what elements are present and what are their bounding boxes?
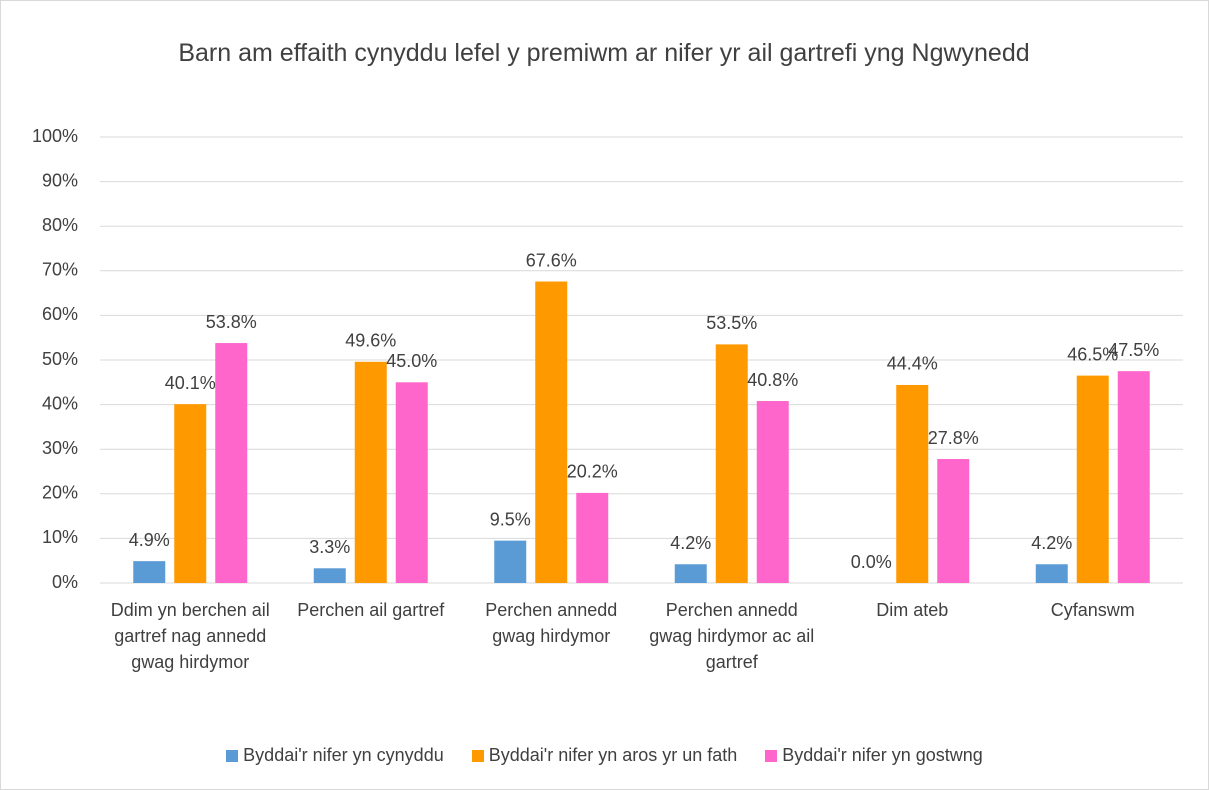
bar <box>535 281 568 583</box>
data-label: 4.2% <box>1031 533 1072 553</box>
bar <box>395 382 428 583</box>
y-tick-label: 40% <box>42 393 78 413</box>
y-tick-label: 50% <box>42 349 78 369</box>
legend-swatch <box>471 750 484 763</box>
x-tick-label: Dim ateb <box>876 600 949 620</box>
bar <box>133 561 166 583</box>
y-tick-label: 90% <box>42 170 78 190</box>
data-label: 49.6% <box>345 331 396 351</box>
y-tick-label: 10% <box>42 527 78 547</box>
bar <box>756 401 789 583</box>
data-label: 20.2% <box>567 462 618 482</box>
y-tick-label: 0% <box>52 572 78 592</box>
data-label: 27.8% <box>928 428 979 448</box>
bar <box>215 343 248 583</box>
legend: Byddai'r nifer yn cynyddu Byddai'r nifer … <box>0 745 1209 766</box>
data-label: 47.5% <box>1108 340 1159 360</box>
y-tick-label: 60% <box>42 304 78 324</box>
legend-item: Byddai'r nifer yn gostwng <box>765 745 983 766</box>
legend-swatch <box>226 750 239 763</box>
data-label: 46.5% <box>1067 344 1118 364</box>
bar <box>1117 371 1150 583</box>
bar <box>354 361 387 583</box>
data-label: 40.8% <box>747 370 798 390</box>
y-tick-label: 80% <box>42 215 78 235</box>
bar <box>674 564 707 583</box>
data-label: 67.6% <box>526 250 577 270</box>
legend-label: Byddai'r nifer yn gostwng <box>782 745 983 765</box>
y-tick-label: 100% <box>32 126 78 146</box>
data-label: 3.3% <box>309 537 350 557</box>
x-tick-label: Cyfanswm <box>1050 600 1135 620</box>
bar <box>937 459 970 583</box>
data-label: 9.5% <box>490 509 531 529</box>
legend-label: Byddai'r nifer yn aros yr un fath <box>488 745 738 765</box>
chart-title: Barn am effaith cynyddu lefel y premiwm … <box>178 39 1030 67</box>
bar <box>494 540 527 583</box>
x-tick-label: Perchen annedd gwag hirdymor <box>485 600 618 646</box>
data-label: 45.0% <box>386 351 437 371</box>
x-tick-label: Perchen annedd gwag hirdymor ac ail gart… <box>649 600 815 672</box>
y-tick-label: 70% <box>42 260 78 280</box>
legend-label: Byddai'r nifer yn cynyddu <box>243 745 444 765</box>
x-tick-label: Ddim yn berchen ail gartref nag annedd g… <box>110 600 270 672</box>
legend-item: Byddai'r nifer yn cynyddu <box>226 745 444 766</box>
data-label: 40.1% <box>165 373 216 393</box>
legend-swatch <box>765 750 778 763</box>
data-label: 4.2% <box>670 533 711 553</box>
legend-item: Byddai'r nifer yn aros yr un fath <box>471 745 738 766</box>
bar <box>576 492 609 583</box>
bar <box>313 568 346 583</box>
data-label: 4.9% <box>129 530 170 550</box>
bar <box>174 404 207 583</box>
y-tick-label: 30% <box>42 438 78 458</box>
data-label: 0.0% <box>851 552 892 572</box>
bar <box>715 344 748 583</box>
bar <box>896 384 929 583</box>
bar <box>1035 564 1068 583</box>
x-tick-label: Perchen ail gartref <box>297 600 445 620</box>
bar <box>1076 375 1109 583</box>
y-tick-label: 20% <box>42 483 78 503</box>
data-label: 44.4% <box>887 354 938 374</box>
data-label: 53.5% <box>706 313 757 333</box>
data-label: 53.8% <box>206 312 257 332</box>
